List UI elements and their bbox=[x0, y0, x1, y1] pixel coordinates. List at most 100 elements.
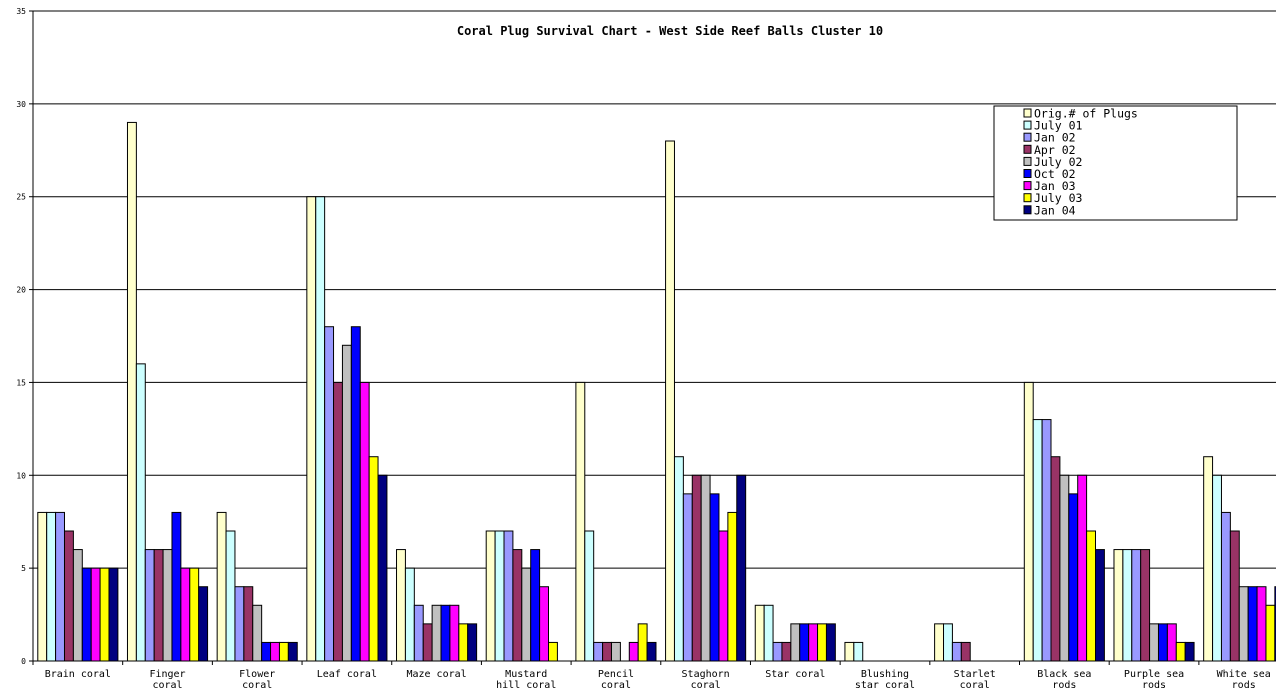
bar bbox=[261, 641, 272, 662]
bar bbox=[503, 530, 514, 662]
bar bbox=[72, 549, 83, 662]
y-axis-ticks: 0 5 10 15 20 25 30 35 bbox=[16, 7, 33, 666]
bar bbox=[825, 623, 836, 662]
x-tick-label: Starlet coral bbox=[954, 669, 996, 691]
bar bbox=[548, 641, 558, 662]
x-tick-label-line: Maze coral bbox=[406, 669, 466, 680]
x-tick-label-line: coral bbox=[960, 680, 990, 691]
legend-label: Jan 04 bbox=[1034, 203, 1076, 217]
bar bbox=[1094, 549, 1105, 662]
bar bbox=[1032, 419, 1043, 662]
bar bbox=[1068, 493, 1079, 662]
bar bbox=[602, 641, 612, 662]
bar bbox=[1229, 530, 1240, 662]
bar bbox=[1023, 381, 1034, 662]
bar bbox=[350, 326, 361, 662]
bar bbox=[171, 511, 182, 662]
bar bbox=[270, 641, 280, 662]
axes bbox=[32, 11, 1276, 665]
legend-label: July 03 bbox=[1034, 191, 1083, 205]
bar bbox=[665, 140, 675, 662]
x-tick-label-line: Brain coral bbox=[45, 669, 111, 680]
bar bbox=[252, 604, 263, 662]
bar bbox=[458, 623, 469, 662]
bar bbox=[368, 456, 379, 662]
y-tick-label: 35 bbox=[16, 7, 26, 16]
y-tick-label: 15 bbox=[16, 378, 26, 387]
bar bbox=[1131, 549, 1142, 662]
bar bbox=[359, 381, 370, 662]
bar bbox=[422, 623, 433, 662]
bar bbox=[1175, 641, 1186, 662]
bar bbox=[162, 549, 173, 662]
x-tick-label-line: rods bbox=[1142, 680, 1166, 691]
y-tick-label: 5 bbox=[21, 564, 26, 573]
bar bbox=[324, 326, 335, 662]
legend-label: Jan 02 bbox=[1034, 131, 1076, 145]
legend-label: Jan 03 bbox=[1034, 179, 1076, 193]
x-tick-label-line: coral bbox=[691, 680, 721, 691]
x-tick-label: Maze coral bbox=[406, 669, 466, 680]
bar bbox=[808, 623, 819, 662]
bar bbox=[1265, 604, 1276, 662]
bar bbox=[81, 567, 92, 662]
bar bbox=[727, 511, 738, 662]
bar bbox=[377, 474, 388, 662]
bar bbox=[278, 641, 289, 662]
bar bbox=[593, 641, 604, 662]
bar bbox=[1059, 474, 1070, 662]
bar bbox=[37, 511, 48, 662]
bar bbox=[1086, 530, 1096, 662]
bar bbox=[1247, 586, 1258, 662]
bar bbox=[234, 586, 245, 662]
x-tick-label: Black sea rods bbox=[1037, 669, 1091, 691]
bar bbox=[198, 586, 209, 662]
x-tick-label-line: Flower bbox=[239, 669, 275, 680]
x-tick-label-line: Finger bbox=[149, 669, 185, 680]
x-tick-label-line: coral bbox=[242, 680, 272, 691]
x-tick-label-line: hill coral bbox=[496, 680, 556, 691]
legend-swatch bbox=[1023, 205, 1032, 215]
bar bbox=[1122, 549, 1133, 662]
x-tick-label: Finger coral bbox=[149, 669, 185, 691]
bar bbox=[1149, 623, 1159, 662]
legend-swatch bbox=[1023, 144, 1032, 154]
bar bbox=[1212, 474, 1222, 662]
bar bbox=[781, 641, 792, 662]
legend-swatch bbox=[1023, 156, 1032, 166]
bar bbox=[404, 567, 415, 662]
bar bbox=[90, 567, 101, 662]
bar bbox=[682, 493, 693, 662]
legend-swatch bbox=[1023, 132, 1032, 142]
bar bbox=[1203, 456, 1214, 662]
legend-label: July 01 bbox=[1034, 119, 1083, 133]
bar bbox=[341, 344, 352, 662]
bar bbox=[306, 196, 317, 662]
bar bbox=[790, 623, 801, 662]
bar bbox=[243, 586, 254, 662]
bar bbox=[934, 623, 945, 662]
x-tick-label: Mustard hill coral bbox=[496, 669, 556, 691]
legend-label: Oct 02 bbox=[1034, 167, 1076, 181]
bar bbox=[63, 530, 74, 662]
bar bbox=[1256, 586, 1267, 662]
x-tick-label-line: White sea bbox=[1217, 669, 1271, 680]
legend-swatch bbox=[1023, 193, 1032, 203]
bar bbox=[413, 604, 424, 662]
x-tick-label-line: coral bbox=[152, 680, 182, 691]
bar bbox=[817, 623, 827, 662]
bar bbox=[1041, 419, 1052, 662]
x-tick-label: Purple sea rods bbox=[1124, 669, 1184, 691]
legend-swatch bbox=[1023, 108, 1032, 118]
bar bbox=[763, 604, 774, 662]
bar bbox=[99, 567, 110, 662]
x-tick-label-line: Starlet bbox=[954, 669, 996, 680]
bar bbox=[431, 604, 442, 662]
bar bbox=[449, 604, 460, 662]
x-tick-label: Pencil coral bbox=[598, 669, 634, 691]
bar bbox=[521, 567, 532, 662]
bar bbox=[646, 641, 657, 662]
bar bbox=[1140, 549, 1151, 662]
